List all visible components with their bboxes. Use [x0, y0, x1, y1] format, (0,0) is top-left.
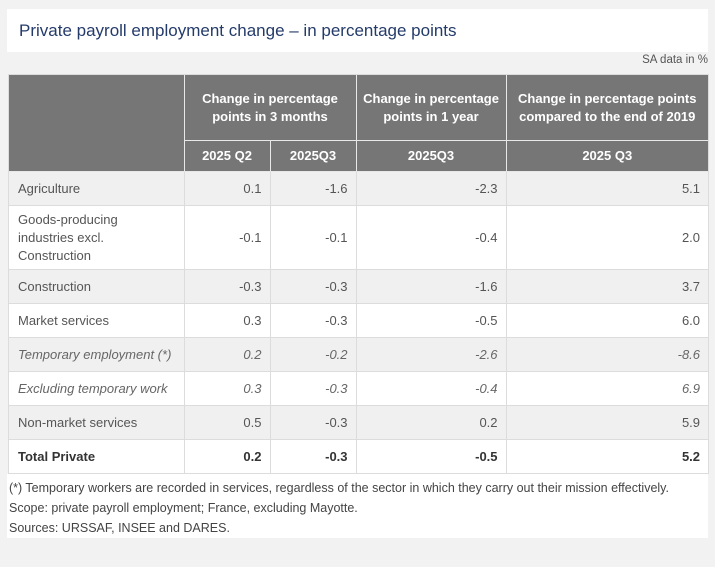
cell-value: 0.1 [183, 171, 271, 206]
table-row-total-private: Total Private 0.2 -0.3 -0.5 5.2 [9, 439, 709, 473]
cell-value: 0.5 [183, 405, 271, 440]
cell-value: 0.3 [183, 303, 271, 338]
subheader-2025-q3-2019: 2025 Q3 [505, 140, 709, 172]
table-row-agriculture: Agriculture 0.1 -1.6 -2.3 5.1 [9, 171, 709, 206]
header-3-months: Change in percentage points in 3 months [183, 75, 357, 141]
sources-note: Sources: URSSAF, INSEE and DARES. [9, 521, 230, 535]
cell-value: 0.2 [355, 405, 507, 440]
cell-value: 6.9 [505, 371, 709, 406]
row-label: Non-market services [9, 405, 185, 440]
row-label: Temporary employment (*) [9, 337, 185, 372]
table-row-construction: Construction -0.3 -0.3 -1.6 3.7 [9, 269, 709, 304]
cell-value: 5.9 [505, 405, 709, 440]
subheader-2025-q2: 2025 Q2 [183, 140, 271, 172]
table-row-market-services: Market services 0.3 -0.3 -0.5 6.0 [9, 303, 709, 338]
cell-value: -1.6 [355, 269, 507, 304]
row-label: Market services [9, 303, 185, 338]
page-container: Private payroll employment change – in p… [7, 9, 709, 538]
table-row-excluding-temporary: Excluding temporary work 0.3 -0.3 -0.4 6… [9, 371, 709, 406]
cell-value: -0.4 [355, 371, 507, 406]
cell-value: -0.3 [269, 303, 357, 338]
data-table-container: Change in percentage points in 3 months … [8, 74, 709, 474]
cell-value: 5.1 [505, 171, 709, 206]
subheader-2025q3-1y: 2025Q3 [355, 140, 507, 172]
table-row-non-market-services: Non-market services 0.5 -0.3 0.2 5.9 [9, 405, 709, 440]
cell-value: 0.3 [183, 371, 271, 406]
cell-value: 0.2 [183, 337, 271, 372]
cell-value: -1.6 [269, 171, 357, 206]
page-title: Private payroll employment change – in p… [19, 21, 457, 40]
cell-value: -0.3 [269, 269, 357, 304]
cell-value: 3.7 [505, 269, 709, 304]
cell-value: 5.2 [505, 439, 709, 473]
row-label: Excluding temporary work [9, 371, 185, 406]
unit-note: SA data in % [642, 54, 708, 66]
employment-change-table: Change in percentage points in 3 months … [9, 75, 709, 473]
cell-value: 0.2 [183, 439, 271, 473]
cell-value: 6.0 [505, 303, 709, 338]
cell-value: -2.6 [355, 337, 507, 372]
cell-value: 2.0 [505, 205, 709, 270]
cell-value: -0.5 [355, 303, 507, 338]
cell-value: -0.3 [269, 405, 357, 440]
table-notes: (*) Temporary workers are recorded in se… [7, 474, 708, 538]
cell-value: -0.5 [355, 439, 507, 473]
row-label: Agriculture [9, 171, 185, 206]
table-row-temporary-employment: Temporary employment (*) 0.2 -0.2 -2.6 -… [9, 337, 709, 372]
header-1-year: Change in percentage points in 1 year [355, 75, 507, 141]
row-label: Construction [9, 269, 185, 304]
cell-value: -0.3 [269, 439, 357, 473]
header-row-periods: 2025 Q2 2025Q3 2025Q3 2025 Q3 [9, 140, 709, 172]
title-box: Private payroll employment change – in p… [7, 9, 708, 52]
scope-note: Scope: private payroll employment; Franc… [9, 501, 358, 515]
cell-value: -0.3 [183, 269, 271, 304]
header-corner [9, 75, 185, 172]
row-label: Goods-producing industries excl. Constru… [9, 205, 185, 270]
footnote-temporary-workers: (*) Temporary workers are recorded in se… [9, 481, 669, 495]
cell-value: -0.2 [269, 337, 357, 372]
cell-value: -0.1 [183, 205, 271, 270]
cell-value: -0.4 [355, 205, 507, 270]
row-label: Total Private [9, 439, 185, 473]
cell-value: -8.6 [505, 337, 709, 372]
subheader-2025q3-3m: 2025Q3 [269, 140, 357, 172]
cell-value: -0.3 [269, 371, 357, 406]
cell-value: -0.1 [269, 205, 357, 270]
header-vs-2019: Change in percentage points compared to … [505, 75, 709, 141]
header-row-groups: Change in percentage points in 3 months … [9, 75, 709, 172]
cell-value: -2.3 [355, 171, 507, 206]
table-row-goods-producing: Goods-producing industries excl. Constru… [9, 205, 709, 270]
